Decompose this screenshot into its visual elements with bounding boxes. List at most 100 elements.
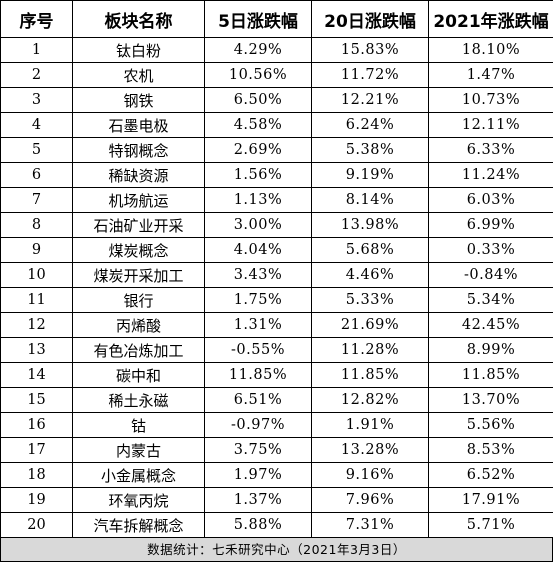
table-header: 序号 板块名称 5日涨跌幅 20日涨跌幅 2021年涨跌幅 [0, 0, 553, 38]
table-row: 17 内蒙古 3.75% 13.28% 8.53% [0, 437, 553, 463]
change-5day: 6.51% [204, 387, 312, 413]
change-5day: 11.85% [204, 362, 312, 388]
table-row: 1 钛白粉 4.29% 15.83% 18.10% [0, 37, 553, 63]
change-5day: 5.88% [204, 512, 312, 538]
sector-name: 石油矿业开采 [72, 212, 205, 238]
row-index: 19 [0, 487, 73, 513]
row-index: 18 [0, 462, 73, 488]
header-index: 序号 [0, 0, 73, 38]
change-5day: 1.75% [204, 287, 312, 313]
change-5day: 1.31% [204, 312, 312, 338]
header-sector-name: 板块名称 [72, 0, 205, 38]
sector-name: 碳中和 [72, 362, 205, 388]
change-20day: 6.24% [311, 112, 429, 138]
row-index: 1 [0, 37, 73, 63]
table-row: 2 农机 10.56% 11.72% 1.47% [0, 62, 553, 88]
header-5day-change: 5日涨跌幅 [204, 0, 312, 38]
row-index: 7 [0, 187, 73, 213]
table-row: 4 石墨电极 4.58% 6.24% 12.11% [0, 112, 553, 138]
table-row: 5 特钢概念 2.69% 5.38% 6.33% [0, 137, 553, 163]
change-20day: 21.69% [311, 312, 429, 338]
sector-name: 小金属概念 [72, 462, 205, 488]
change-5day: 10.56% [204, 62, 312, 88]
change-2021: 5.34% [428, 287, 553, 313]
table-row: 16 钴 -0.97% 1.91% 5.56% [0, 412, 553, 438]
table-row: 3 钢铁 6.50% 12.21% 10.73% [0, 87, 553, 113]
change-20day: 1.91% [311, 412, 429, 438]
change-2021: -0.84% [428, 262, 553, 288]
sector-name: 汽车拆解概念 [72, 512, 205, 538]
sector-name: 石墨电极 [72, 112, 205, 138]
change-5day: 2.69% [204, 137, 312, 163]
table-row: 6 稀缺资源 1.56% 9.19% 11.24% [0, 162, 553, 188]
sector-table: 序号 板块名称 5日涨跌幅 20日涨跌幅 2021年涨跌幅 1 钛白粉 4.29% 1… [0, 0, 553, 538]
sector-name: 钢铁 [72, 87, 205, 113]
sector-name: 钛白粉 [72, 37, 205, 63]
row-index: 10 [0, 262, 73, 288]
change-20day: 5.68% [311, 237, 429, 263]
change-2021: 1.47% [428, 62, 553, 88]
table-row: 18 小金属概念 1.97% 9.16% 6.52% [0, 462, 553, 488]
change-2021: 10.73% [428, 87, 553, 113]
sector-name: 有色冶炼加工 [72, 337, 205, 363]
change-20day: 9.16% [311, 462, 429, 488]
table-row: 19 环氧丙烷 1.37% 7.96% 17.91% [0, 487, 553, 513]
table-row: 13 有色冶炼加工 -0.55% 11.28% 8.99% [0, 337, 553, 363]
sector-name: 钴 [72, 412, 205, 438]
sector-name: 农机 [72, 62, 205, 88]
change-2021: 8.53% [428, 437, 553, 463]
change-20day: 4.46% [311, 262, 429, 288]
change-2021: 5.56% [428, 412, 553, 438]
change-5day: 1.13% [204, 187, 312, 213]
change-2021: 12.11% [428, 112, 553, 138]
change-5day: 1.97% [204, 462, 312, 488]
row-index: 3 [0, 87, 73, 113]
sector-name: 银行 [72, 287, 205, 313]
change-5day: 6.50% [204, 87, 312, 113]
row-index: 5 [0, 137, 73, 163]
table-row: 14 碳中和 11.85% 11.85% 11.85% [0, 362, 553, 388]
table-row: 11 银行 1.75% 5.33% 5.34% [0, 287, 553, 313]
row-index: 15 [0, 387, 73, 413]
row-index: 12 [0, 312, 73, 338]
header-row: 序号 板块名称 5日涨跌幅 20日涨跌幅 2021年涨跌幅 [0, 0, 553, 38]
change-5day: 4.58% [204, 112, 312, 138]
sector-name: 内蒙古 [72, 437, 205, 463]
change-20day: 11.28% [311, 337, 429, 363]
change-20day: 11.85% [311, 362, 429, 388]
change-2021: 18.10% [428, 37, 553, 63]
change-5day: 1.56% [204, 162, 312, 188]
row-index: 14 [0, 362, 73, 388]
change-2021: 42.45% [428, 312, 553, 338]
change-2021: 11.24% [428, 162, 553, 188]
change-5day: -0.55% [204, 337, 312, 363]
row-index: 11 [0, 287, 73, 313]
row-index: 6 [0, 162, 73, 188]
sector-name: 机场航运 [72, 187, 205, 213]
change-2021: 17.91% [428, 487, 553, 513]
change-20day: 12.21% [311, 87, 429, 113]
change-20day: 12.82% [311, 387, 429, 413]
change-2021: 0.33% [428, 237, 553, 263]
data-source-footer: 数据统计：七禾研究中心（2021年3月3日） [0, 538, 553, 562]
change-2021: 5.71% [428, 512, 553, 538]
table-row: 12 丙烯酸 1.31% 21.69% 42.45% [0, 312, 553, 338]
table-row: 15 稀土永磁 6.51% 12.82% 13.70% [0, 387, 553, 413]
change-5day: 4.29% [204, 37, 312, 63]
change-2021: 6.03% [428, 187, 553, 213]
change-2021: 8.99% [428, 337, 553, 363]
change-20day: 13.28% [311, 437, 429, 463]
row-index: 13 [0, 337, 73, 363]
table-row: 20 汽车拆解概念 5.88% 7.31% 5.71% [0, 512, 553, 538]
change-2021: 6.99% [428, 212, 553, 238]
sector-name: 煤炭概念 [72, 237, 205, 263]
change-2021: 6.52% [428, 462, 553, 488]
sector-name: 稀土永磁 [72, 387, 205, 413]
change-2021: 6.33% [428, 137, 553, 163]
table-row: 7 机场航运 1.13% 8.14% 6.03% [0, 187, 553, 213]
row-index: 9 [0, 237, 73, 263]
change-20day: 15.83% [311, 37, 429, 63]
row-index: 4 [0, 112, 73, 138]
change-20day: 8.14% [311, 187, 429, 213]
